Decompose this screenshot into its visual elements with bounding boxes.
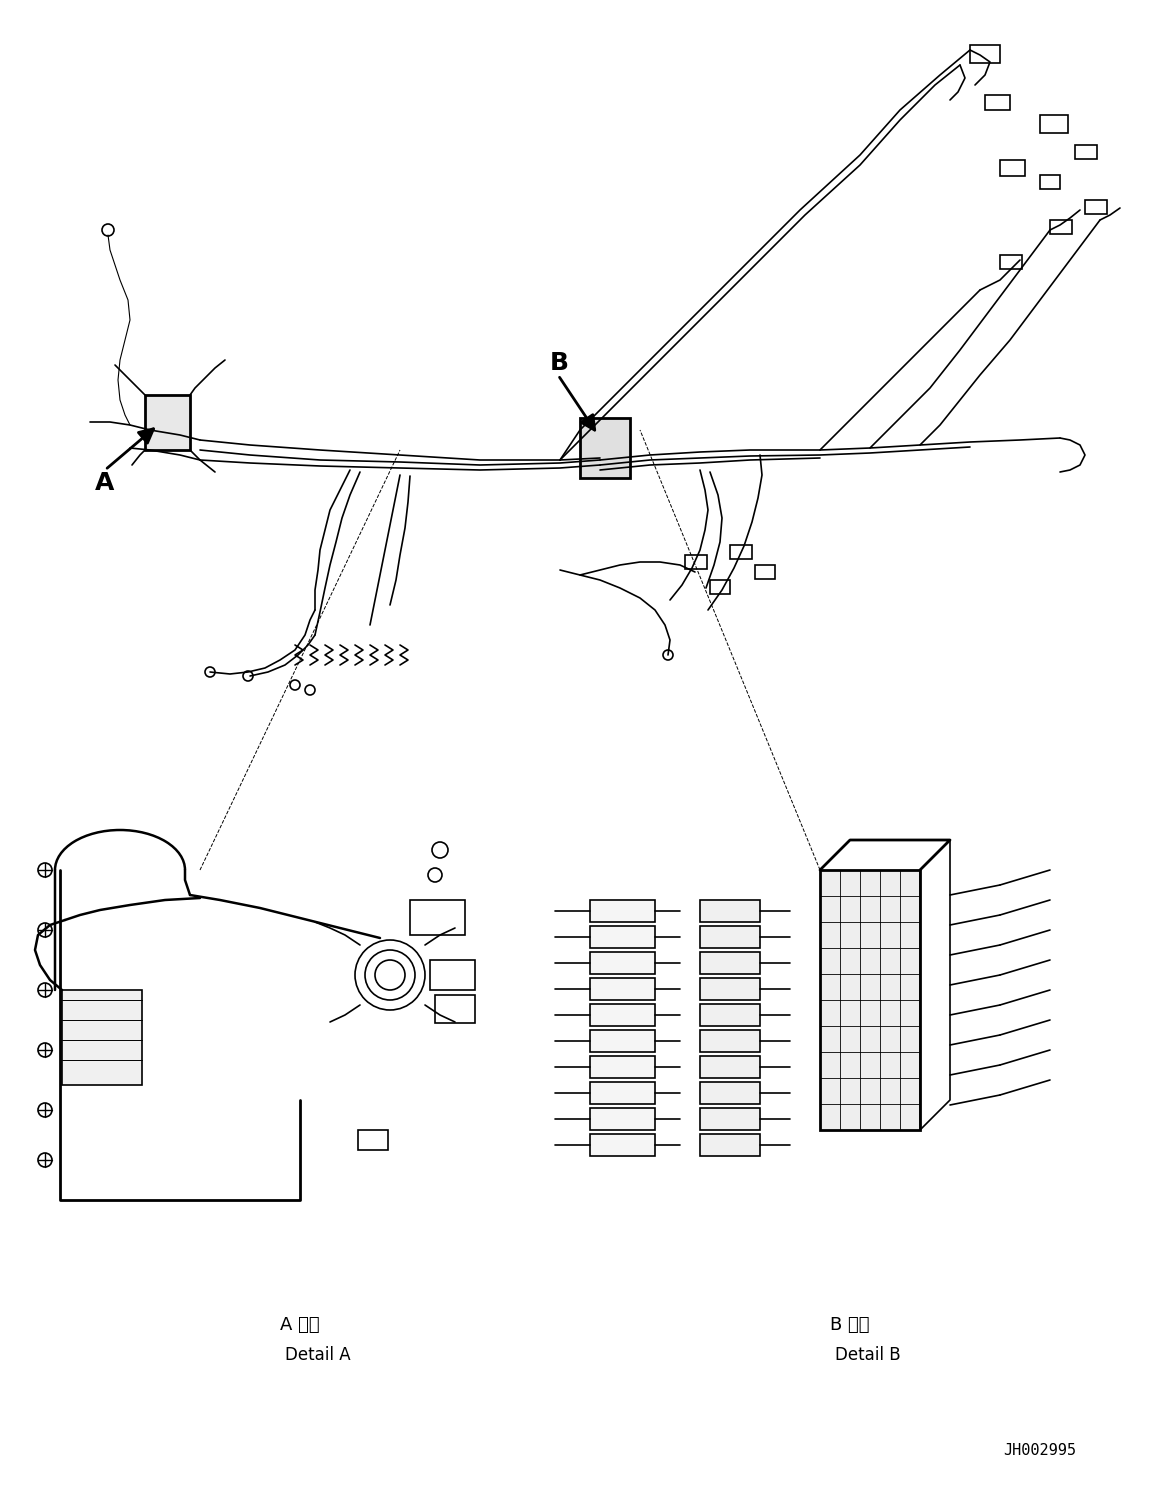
Text: Detail A: Detail A [285, 1347, 350, 1364]
Bar [145, 394, 190, 449]
Bar [590, 978, 655, 1000]
Bar [430, 960, 475, 990]
Bar [700, 1056, 759, 1077]
Bar [820, 870, 920, 1129]
Text: B: B [550, 351, 569, 375]
Bar [590, 1004, 655, 1027]
Bar [590, 900, 655, 923]
Bar [700, 1134, 759, 1156]
Bar [1000, 254, 1022, 269]
Bar [435, 995, 475, 1024]
Bar [1040, 176, 1059, 189]
Bar [700, 1004, 759, 1027]
Bar [685, 555, 707, 568]
Bar [700, 978, 759, 1000]
Bar [985, 95, 1009, 110]
Text: A: A [95, 472, 114, 496]
Bar [1040, 115, 1068, 132]
Bar [590, 1030, 655, 1052]
Bar [590, 1082, 655, 1104]
Bar [590, 1056, 655, 1077]
Bar [590, 1109, 655, 1129]
Bar [590, 952, 655, 975]
Bar [1000, 161, 1025, 176]
Bar [730, 545, 752, 559]
Bar [590, 1134, 655, 1156]
Bar [700, 952, 759, 975]
Text: Detail B: Detail B [835, 1347, 900, 1364]
Text: A 詳細: A 詳細 [280, 1315, 320, 1335]
Bar [700, 926, 759, 948]
Bar [700, 900, 759, 923]
Text: JH002995: JH002995 [1004, 1443, 1077, 1458]
Bar [62, 990, 142, 1085]
Bar [970, 45, 1000, 62]
Bar [1050, 220, 1072, 234]
Bar [1085, 199, 1107, 214]
Bar [700, 1082, 759, 1104]
Bar [580, 418, 630, 478]
Bar [1075, 144, 1097, 159]
Bar [700, 1109, 759, 1129]
Bar [411, 900, 465, 934]
Bar [700, 1030, 759, 1052]
Bar [709, 580, 730, 594]
Bar [590, 926, 655, 948]
Bar [755, 565, 775, 579]
Bar [358, 1129, 388, 1150]
Text: B 詳細: B 詳細 [830, 1315, 870, 1335]
